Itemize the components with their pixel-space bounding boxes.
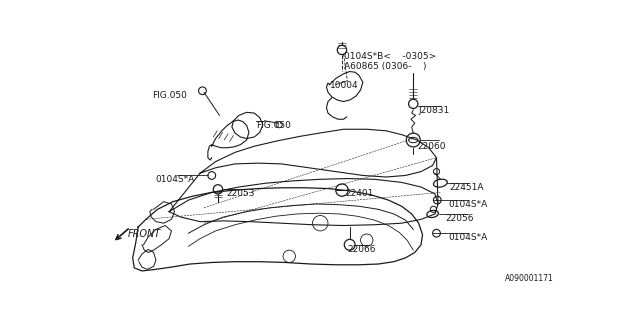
Text: FRONT: FRONT [128, 228, 161, 239]
Text: 22451A: 22451A [449, 183, 483, 192]
Text: FIG.050: FIG.050 [256, 121, 291, 130]
Text: FIG.050: FIG.050 [152, 91, 187, 100]
Text: 22401: 22401 [345, 189, 373, 198]
Text: A090001171: A090001171 [505, 274, 554, 283]
Text: 22066: 22066 [348, 245, 376, 254]
Text: 0104S*B<    -0305>: 0104S*B< -0305> [344, 52, 436, 61]
Text: 22053: 22053 [227, 189, 255, 198]
Text: 10004: 10004 [330, 81, 358, 90]
Text: 0104S*A: 0104S*A [448, 233, 488, 242]
Text: J20831: J20831 [419, 106, 450, 115]
Text: 0104S*A: 0104S*A [155, 175, 195, 184]
Text: 22060: 22060 [417, 142, 445, 151]
Text: 0104S*A: 0104S*A [448, 200, 488, 209]
Text: A60865 (0306-    ): A60865 (0306- ) [344, 61, 426, 70]
Text: 22056: 22056 [445, 214, 474, 223]
